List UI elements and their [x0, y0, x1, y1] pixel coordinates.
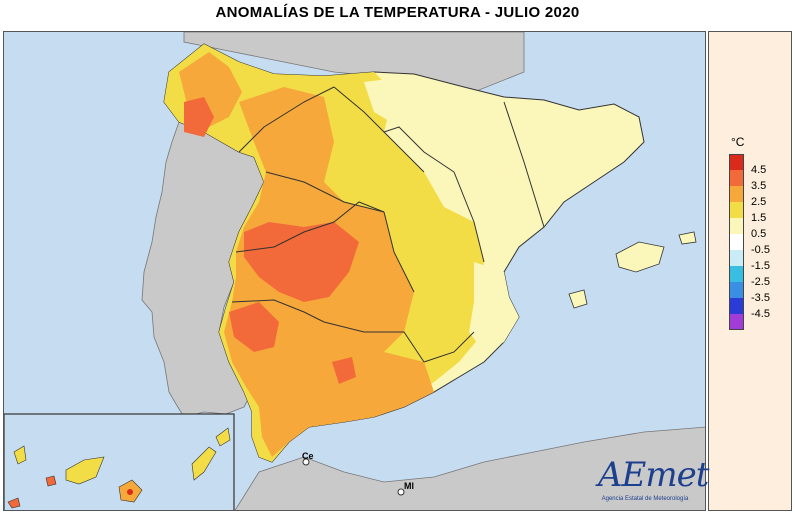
anomaly-zone-3-5-south: [332, 357, 356, 384]
africa-land: [234, 426, 705, 510]
el-hierro-island: [7, 497, 21, 509]
melilla-label: Ml: [404, 481, 414, 491]
legend-swatch: [729, 250, 744, 266]
map-area: Ce Ml: [3, 31, 706, 511]
anomaly-map: [4, 32, 705, 510]
legend-label: 3.5: [751, 180, 767, 192]
logo-subtitle: Agencia Estatal de Meteorología: [601, 496, 689, 502]
legend-unit: °C: [731, 135, 745, 149]
anomaly-zone-3-5-southwest: [229, 302, 279, 352]
ceuta-marker: [302, 458, 310, 466]
ibiza-island: [568, 289, 588, 309]
legend-label: -2.5: [751, 276, 770, 288]
logo-text: AEmet: [598, 455, 709, 495]
legend-swatch: [729, 298, 744, 314]
anomaly-zone-0-5-east: [469, 262, 519, 352]
legend-swatch: [729, 314, 744, 330]
la-gomera-island: [45, 475, 57, 487]
legend-swatch: [729, 170, 744, 186]
legend-label: 4.5: [751, 164, 767, 176]
legend-label: 1.5: [751, 212, 767, 224]
fuerteventura-island: [191, 446, 217, 481]
legend-label: -3.5: [751, 292, 770, 304]
regional-borders: [231, 86, 545, 363]
legend-swatch: [729, 154, 744, 170]
la-palma-island: [13, 445, 27, 465]
gran-canaria-hotspot: [127, 489, 133, 495]
legend-swatch: [729, 218, 744, 234]
canary-islands: [7, 427, 231, 509]
legend-label: -4.5: [751, 308, 770, 320]
melilla-marker: [397, 488, 405, 496]
map-title: ANOMALÍAS DE LA TEMPERATURA - JULIO 2020: [215, 4, 580, 21]
aemet-logo: AEmet Agencia Estatal de Meteorología: [590, 455, 709, 507]
legend-label: 2.5: [751, 196, 767, 208]
legend-panel: °C 4.5 3.5 2.5 1.5 0.5 -0.5 -1.5 -2.5 -3.5 -4.5: [708, 31, 792, 511]
legend-swatch: [729, 234, 744, 250]
tenerife-island: [65, 456, 105, 485]
anomaly-zone-3-5-galicia: [184, 97, 214, 137]
legend-label: -0.5: [751, 244, 770, 256]
anomaly-zone-0-5-north: [364, 77, 534, 182]
legend-swatch: [729, 202, 744, 218]
legend-swatch: [729, 186, 744, 202]
legend-swatch: [729, 266, 744, 282]
mallorca-island: [615, 241, 665, 273]
lanzarote-island: [215, 427, 231, 447]
legend-label: 0.5: [751, 228, 767, 240]
anomaly-zone-3-5-centre: [244, 222, 359, 302]
menorca-island: [678, 231, 697, 245]
legend-label: -1.5: [751, 260, 770, 272]
ceuta-label: Ce: [302, 451, 314, 461]
legend-swatch: [729, 282, 744, 298]
